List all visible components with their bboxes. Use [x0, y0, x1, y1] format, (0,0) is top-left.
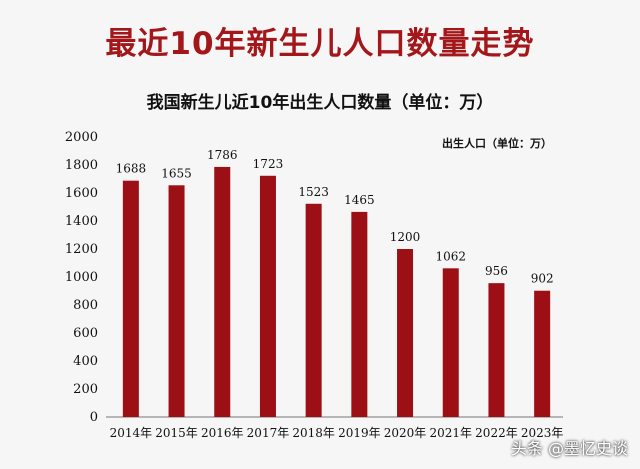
x-tick-label: 2016年: [201, 426, 244, 440]
bar: [442, 268, 459, 417]
bar: [214, 166, 231, 417]
x-tick-label: 2022年: [475, 426, 518, 440]
bar: [259, 175, 276, 417]
data-label: 1786: [207, 148, 238, 162]
y-tick-label: 1800: [65, 158, 98, 173]
data-label: 1723: [253, 157, 284, 171]
x-tick-label: 2015年: [155, 426, 198, 440]
x-tick-label: 2014年: [110, 426, 153, 440]
y-tick-label: 1600: [65, 186, 98, 201]
data-label: 902: [531, 272, 554, 286]
headline: 最近10年新生儿人口数量走势: [105, 26, 535, 62]
data-label: 1465: [344, 193, 375, 207]
x-tick-label: 2023年: [521, 426, 564, 440]
bar: [351, 211, 368, 417]
x-tick-label: 2018年: [292, 426, 335, 440]
data-label: 956: [485, 264, 508, 278]
bar: [122, 180, 139, 417]
data-label: 1062: [435, 249, 466, 263]
y-tick-label: 1200: [65, 242, 98, 257]
y-tick-label: 0: [90, 410, 98, 425]
y-tick-label: 1000: [65, 270, 98, 285]
x-tick-label: 2021年: [429, 426, 472, 440]
bar: [168, 185, 185, 417]
watermark: 头条 @墨忆史谈: [510, 439, 628, 458]
x-tick-label: 2019年: [338, 426, 381, 440]
chart-title: 我国新生儿近10年出生人口数量（单位：万）: [146, 93, 494, 113]
y-tick-label: 1400: [65, 214, 98, 229]
x-tick-label: 2020年: [384, 426, 427, 440]
bar: [305, 203, 322, 417]
y-tick-label: 400: [73, 354, 98, 369]
data-label: 1200: [390, 230, 421, 244]
y-tick-label: 2000: [65, 130, 98, 145]
y-tick-label: 600: [73, 326, 98, 341]
x-tick-label: 2017年: [247, 426, 290, 440]
y-tick-label: 800: [73, 298, 98, 313]
y-tick-label: 200: [73, 382, 98, 397]
data-label: 1688: [116, 162, 147, 176]
bar: [534, 290, 551, 417]
data-label: 1523: [298, 185, 329, 199]
legend-label: 出生人口（单位：万）: [442, 136, 552, 150]
bar: [397, 249, 414, 417]
bar: [488, 283, 505, 417]
data-label: 1655: [161, 166, 192, 180]
